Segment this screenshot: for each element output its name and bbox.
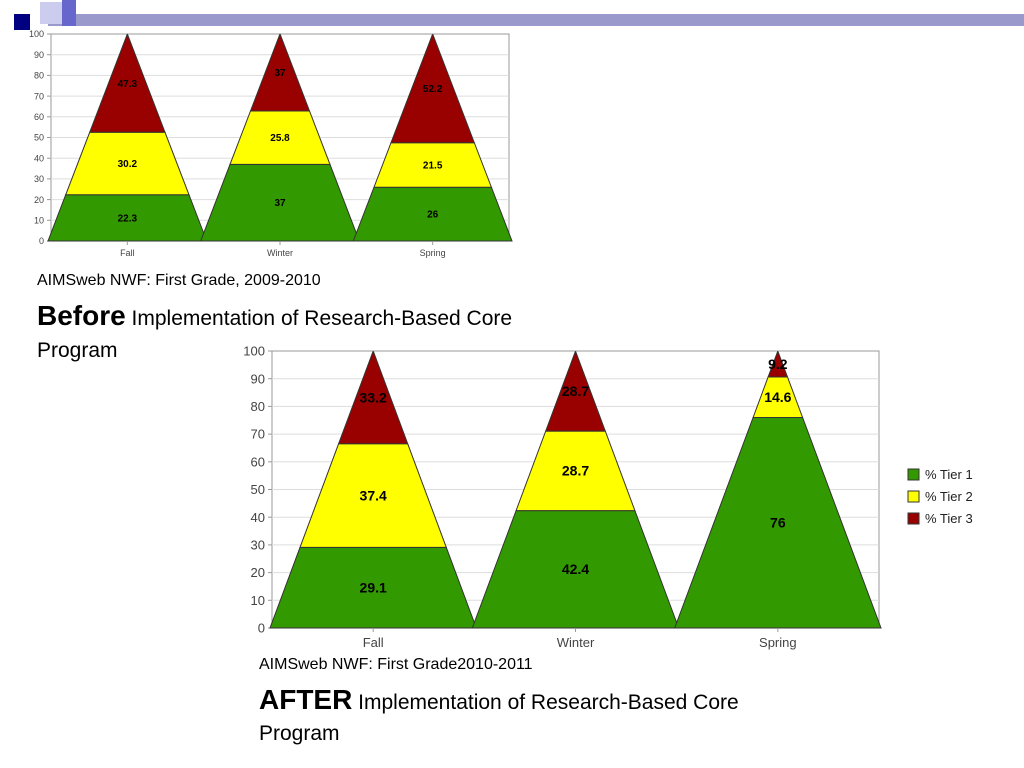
data-label: 28.7 (562, 383, 589, 399)
data-label: 21.5 (423, 160, 443, 171)
chart-before: 0 10 20 30 40 50 60 70 80 90 100 22.3 30.2 47.3 Fall 37… (29, 29, 513, 258)
deco-bar-blue (62, 0, 76, 26)
y-tick-label: 80 (251, 399, 265, 414)
before-emphasis: Before (37, 300, 126, 331)
data-label: 76 (770, 515, 786, 531)
y-tick-label: 40 (251, 510, 265, 525)
data-label: 25.8 (270, 133, 290, 144)
y-tick-label: 10 (251, 593, 265, 608)
before-caption-rest: Implementation of Research-Based Core (125, 307, 513, 330)
after-emphasis: AFTER (259, 684, 353, 715)
deco-strip (48, 14, 1024, 26)
x-tick-label: Winter (557, 635, 595, 650)
legend-swatch-tier-1 (907, 468, 920, 481)
y-tick-label: 100 (29, 29, 44, 39)
segment-winter-tier-3 (544, 351, 607, 432)
y-tick-label: 50 (251, 482, 265, 497)
y-tick-label: 60 (34, 112, 44, 122)
legend-label-tier-1: % Tier 1 (925, 467, 973, 482)
before-caption-line3: Program (37, 339, 118, 362)
data-label: 33.2 (360, 390, 387, 406)
x-tick-label: Fall (363, 635, 384, 650)
data-label: 26 (427, 210, 439, 221)
y-tick-label: 20 (251, 565, 265, 580)
data-label: 30.2 (118, 159, 138, 170)
after-caption-line3: Program (259, 722, 340, 745)
slide-header-decoration (14, 0, 1024, 30)
after-caption-rest: Implementation of Research-Based Core (352, 691, 739, 714)
chart-after: 0 10 20 30 40 50 60 70 80 90 100 29.1 37.4 33.2 Fall 42… (243, 344, 973, 650)
data-label: 28.7 (562, 463, 589, 479)
x-tick-label: Winter (267, 248, 293, 258)
data-label: 37 (274, 198, 286, 209)
data-label: 47.3 (118, 79, 138, 90)
legend-label-tier-3: % Tier 3 (925, 511, 973, 526)
segment-spring-tier-3 (390, 34, 476, 144)
data-label: 9.2 (768, 356, 788, 372)
legend-swatch-tier-2 (907, 490, 920, 503)
y-tick-label: 40 (34, 153, 44, 163)
y-tick-label: 0 (258, 621, 265, 636)
before-caption-title: AIMSweb NWF: First Grade, 2009-2010 (37, 272, 321, 289)
deco-square-navy (14, 14, 30, 30)
y-tick-label: 10 (34, 215, 44, 225)
data-label: 29.1 (360, 580, 387, 596)
y-tick-label: 50 (34, 133, 44, 143)
x-tick-label: Fall (120, 248, 135, 258)
before-caption-heading: Before Implementation of Research-Based … (37, 300, 512, 332)
deco-square-light (40, 2, 62, 24)
y-tick-label: 30 (34, 174, 44, 184)
after-caption-title: AIMSweb NWF: First Grade2010-2011 (259, 656, 533, 673)
y-tick-label: 90 (251, 371, 265, 386)
segment-fall-tier-3 (88, 33, 166, 133)
y-tick-label: 70 (34, 91, 44, 101)
legend-label-tier-2: % Tier 2 (925, 489, 973, 504)
segment-winter-tier-3 (249, 33, 311, 112)
y-tick-label: 20 (34, 195, 44, 205)
segment-spring-tier-3 (767, 351, 789, 378)
y-tick-label: 90 (34, 50, 44, 60)
after-caption-heading: AFTER Implementation of Research-Based C… (259, 684, 739, 716)
y-tick-label: 80 (34, 71, 44, 81)
x-tick-label: Spring (759, 635, 797, 650)
data-label: 42.4 (562, 561, 589, 577)
y-tick-label: 70 (251, 427, 265, 442)
segment-fall-tier-3 (337, 351, 409, 445)
data-label: 37 (274, 68, 286, 79)
data-label: 22.3 (118, 213, 138, 224)
legend-swatch-tier-3 (907, 512, 920, 525)
y-tick-label: 30 (251, 537, 265, 552)
y-tick-label: 60 (251, 454, 265, 469)
y-tick-label: 100 (243, 344, 265, 359)
y-tick-label: 0 (39, 236, 44, 246)
data-label: 52.2 (423, 84, 443, 95)
data-label: 14.6 (764, 389, 791, 405)
data-label: 37.4 (360, 487, 387, 503)
x-tick-label: Spring (420, 248, 446, 258)
